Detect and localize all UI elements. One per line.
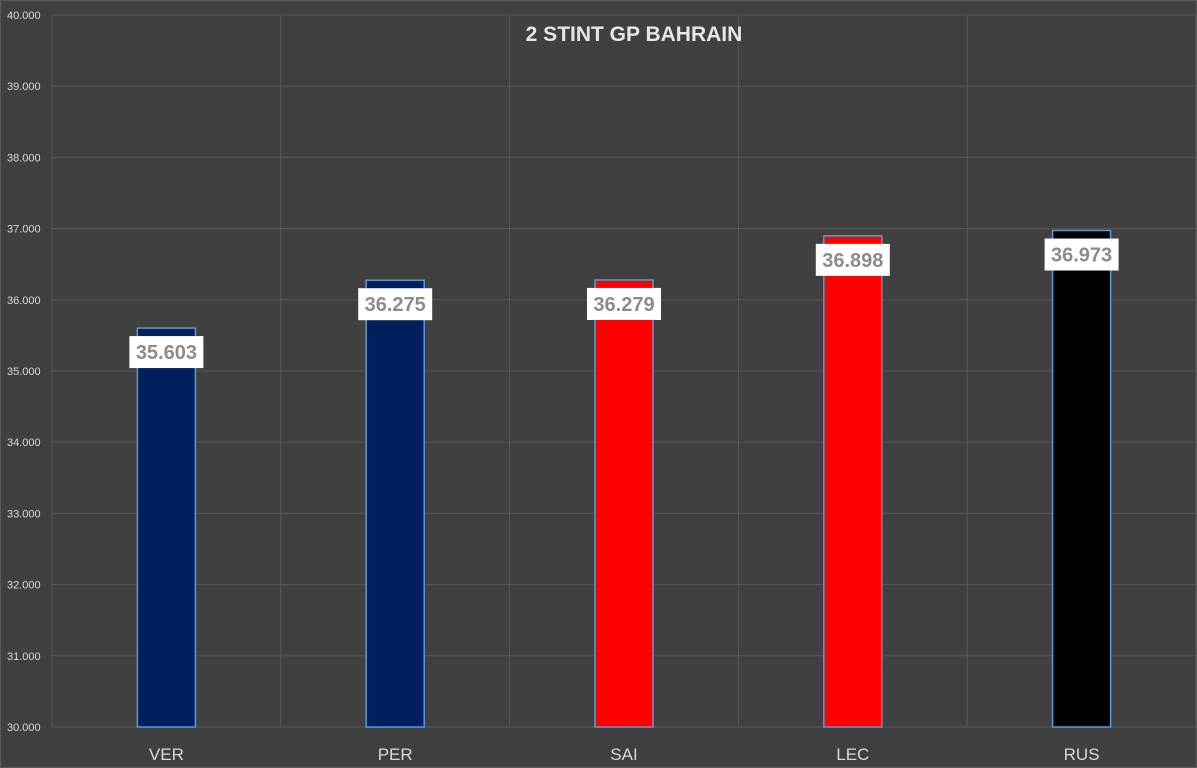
bar-per — [365, 279, 425, 728]
y-tick-label: 34.000 — [7, 437, 41, 449]
data-label-box — [1044, 238, 1119, 271]
x-category-label: LEC — [836, 745, 869, 764]
x-category-label: VER — [149, 745, 184, 764]
data-label-per: 36.275 — [365, 294, 426, 316]
y-tick-label: 37.000 — [7, 224, 41, 236]
data-label-box — [815, 243, 890, 276]
data-label-lec: 36.898 — [822, 250, 883, 272]
data-label-box — [129, 336, 204, 369]
x-category-label: SAI — [610, 745, 637, 764]
bar-rus — [1051, 229, 1112, 728]
data-label-sai: 36.279 — [593, 294, 654, 316]
data-label-ver: 35.603 — [136, 342, 197, 364]
y-tick-label: 30.000 — [7, 722, 41, 734]
y-tick-label: 36.000 — [7, 295, 41, 307]
chart-title: 2 STINT GP BAHRAIN — [526, 23, 743, 46]
bar-ver — [136, 327, 197, 728]
data-label-box — [587, 287, 661, 320]
x-category-label: PER — [378, 745, 413, 764]
y-tick-label: 39.000 — [7, 81, 41, 93]
data-label-rus: 36.973 — [1051, 245, 1112, 267]
y-tick-label: 38.000 — [7, 152, 41, 164]
y-tick-label: 40.000 — [7, 10, 41, 22]
y-tick-label: 32.000 — [7, 580, 41, 592]
y-tick-label: 31.000 — [7, 651, 41, 663]
bar-lec — [823, 235, 883, 728]
data-label-box — [358, 288, 433, 321]
y-tick-label: 33.000 — [7, 508, 41, 520]
x-category-label: RUS — [1064, 745, 1100, 764]
bar-sai — [594, 279, 654, 728]
y-tick-label: 35.000 — [7, 366, 41, 378]
